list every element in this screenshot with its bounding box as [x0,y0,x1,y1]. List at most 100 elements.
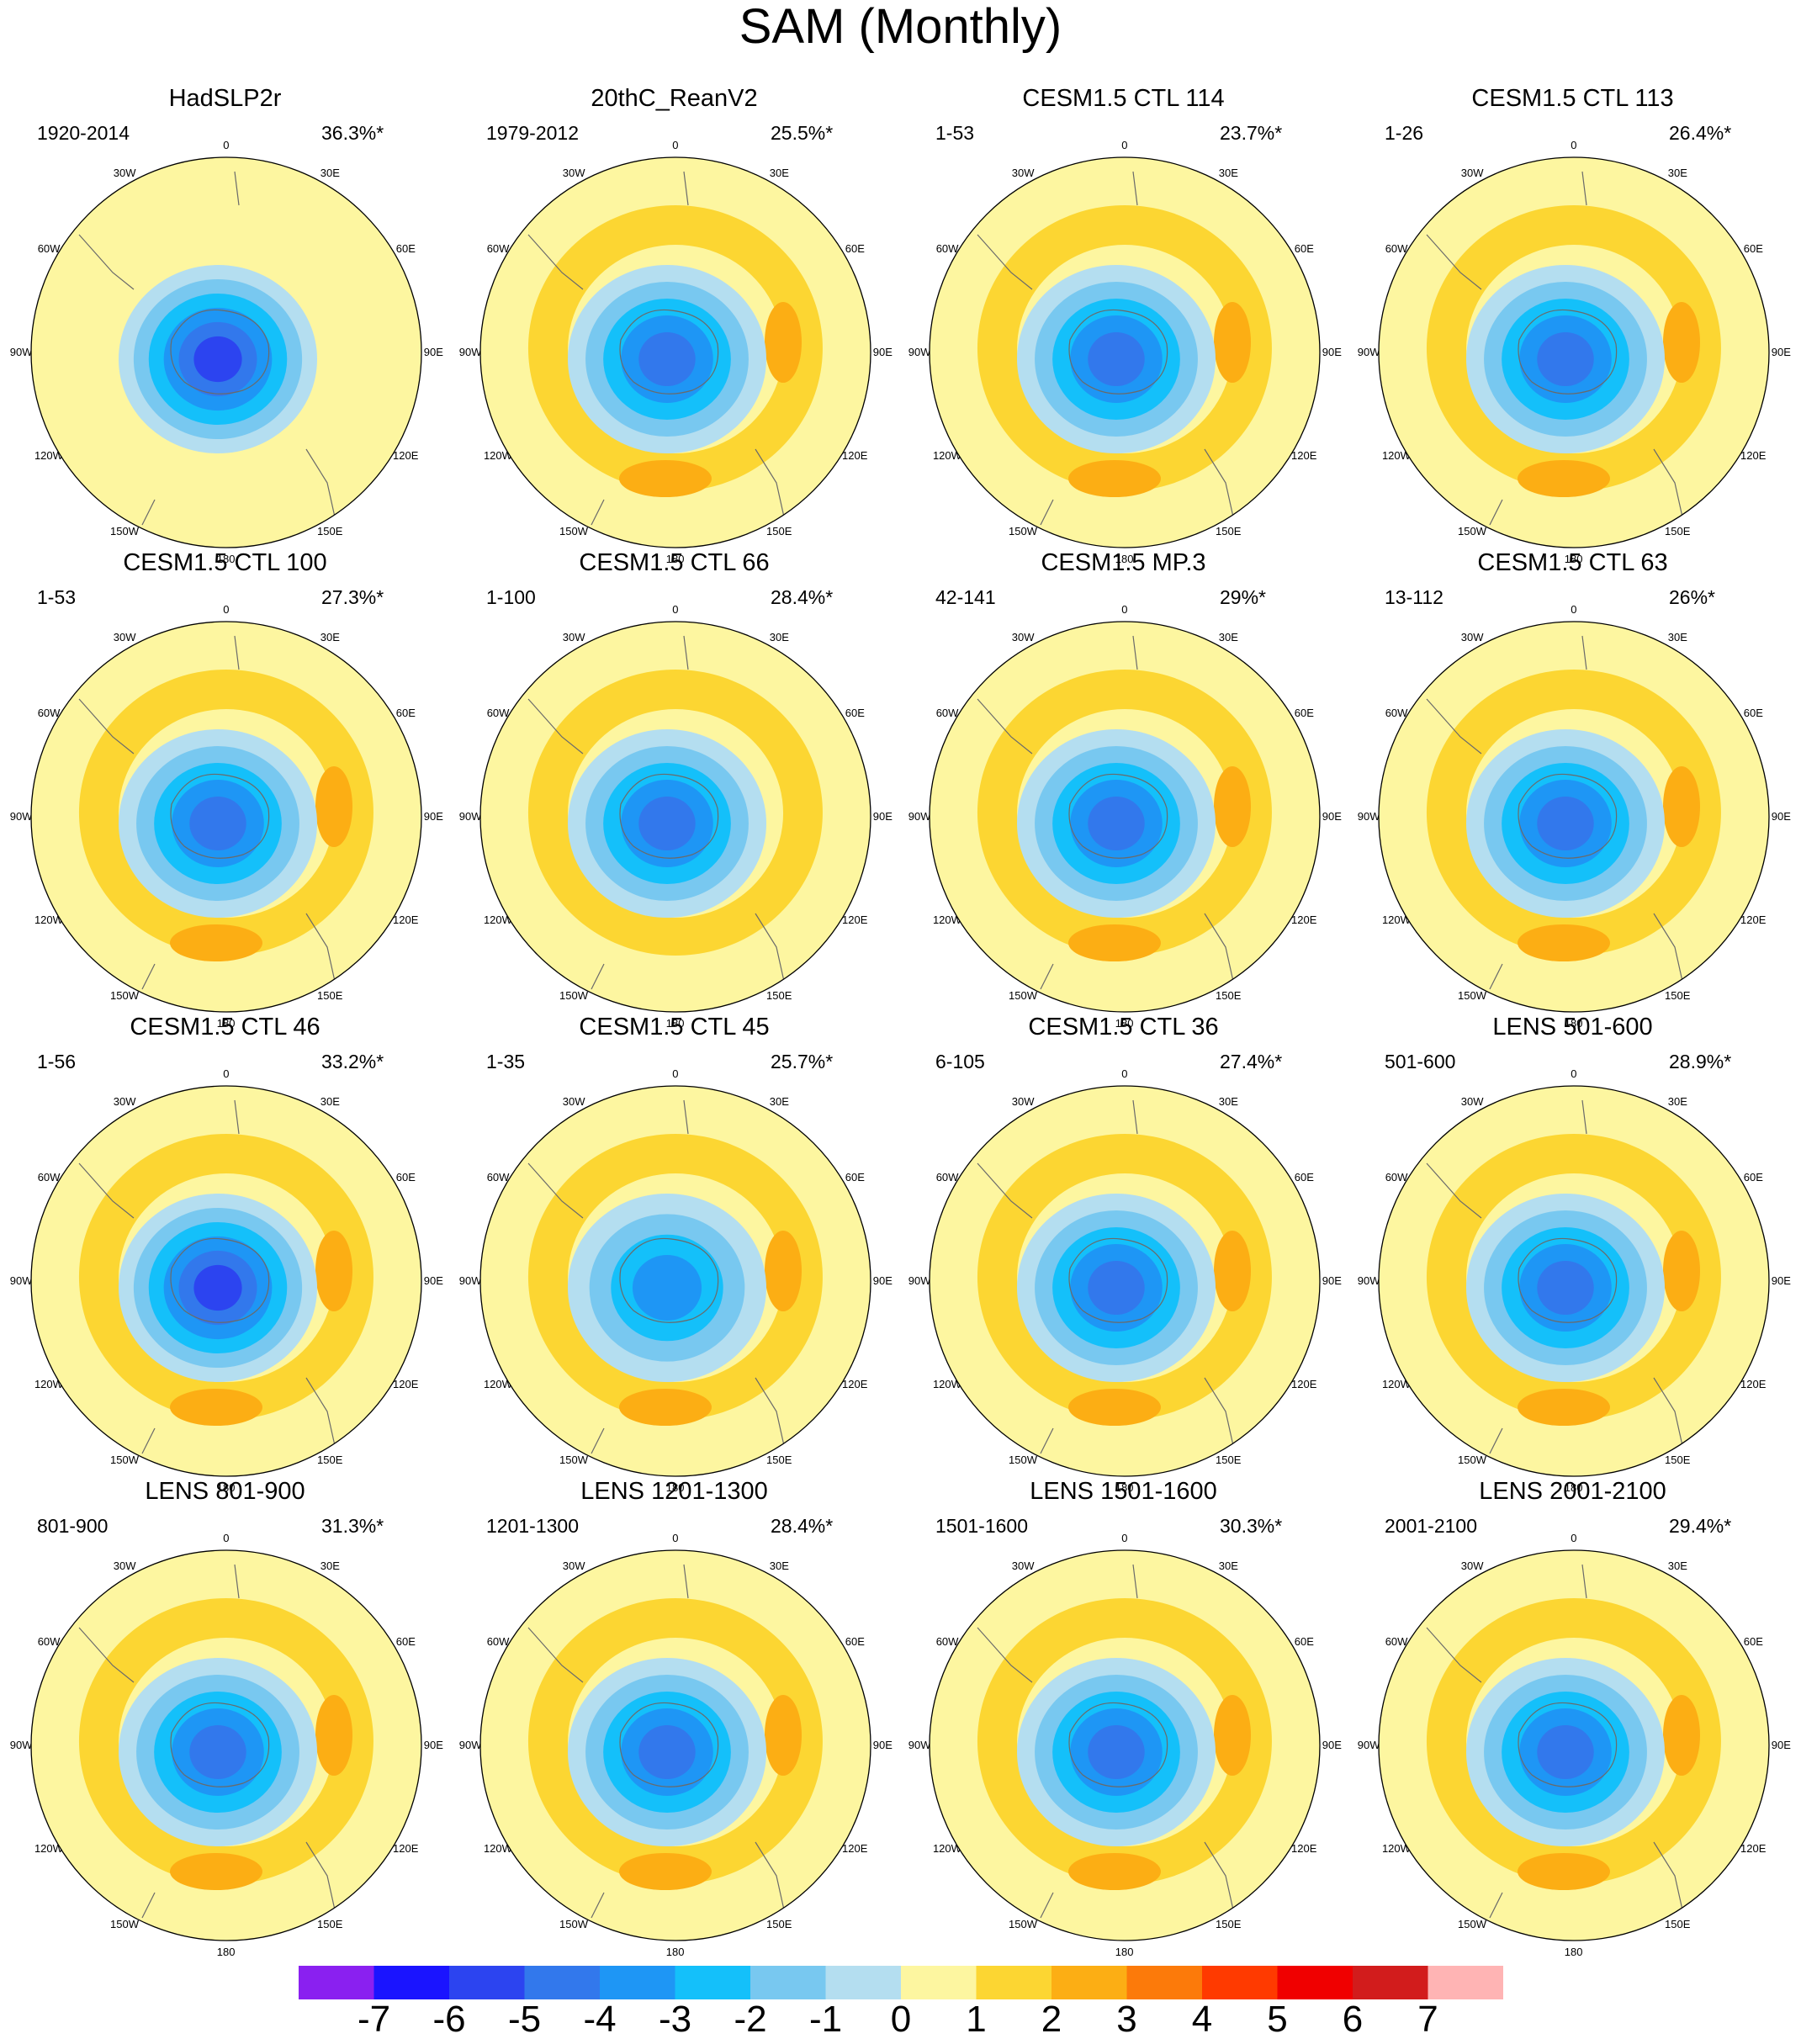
longitude-label: 90W [908,810,931,823]
longitude-label: 0 [672,603,679,616]
longitude-label: 90E [872,1739,893,1751]
longitude-label: 150E [1216,1454,1242,1467]
colorbar-tick-label: -1 [808,1999,843,2040]
longitude-label: 150E [1216,989,1242,1003]
panel-title: CESM1.5 CTL 114 [1022,85,1225,112]
longitude-label: 30W [562,1559,585,1572]
map-border [30,156,422,548]
polar-map [479,621,871,1013]
panel-title: LENS 801-900 [145,1478,305,1505]
longitude-label: 120E [1291,913,1317,926]
longitude-label: 120E [1291,1842,1317,1855]
longitude-label: 150E [1216,525,1242,538]
map-border [479,1085,871,1477]
longitude-label: 90E [1322,346,1342,358]
polar-map [929,1085,1321,1477]
longitude-label: 120W [483,913,512,926]
colorbar-swatch [1126,1966,1202,1999]
longitude-label: 150E [317,1454,343,1467]
longitude-label: 120E [1291,449,1317,462]
map-border [30,1085,422,1477]
colorbar-tick-label: 3 [1116,1999,1137,2040]
positive-anomaly-core [1068,1853,1161,1890]
longitude-label: 30W [1011,630,1035,643]
longitude-label: 150W [110,989,139,1003]
map-panel: LENS 801-900 801-900 31.3%* 0 30E 60E 90E 120E 1… [0,1445,450,1958]
panel-variance: 23.7%* [1220,122,1283,144]
panel-title: CESM1.5 CTL 36 [1028,1014,1219,1041]
longitude-label: 150E [317,1918,343,1931]
longitude-label: 0 [1571,1532,1577,1544]
longitude-label: 150W [559,1918,588,1931]
colorbar-tick-label: 4 [1191,1999,1213,2040]
positive-anomaly-core [1068,460,1161,497]
longitude-label: 60E [1743,242,1763,255]
longitude-label: 60E [845,707,865,719]
panel-variance: 25.7%* [771,1051,834,1072]
panel-title: LENS 1501-1600 [1030,1478,1217,1505]
longitude-label: 0 [672,1532,679,1544]
panel-years: 801-900 [37,1515,109,1537]
longitude-label: 30E [1667,1559,1687,1572]
positive-anomaly-core [619,1389,712,1426]
longitude-label: 60E [1743,707,1763,719]
map-panel: CESM1.5 CTL 46 1-56 33.2%* 0 30E 60E 90E 120E 15… [0,981,450,1494]
longitude-label: 120W [483,1378,512,1390]
positive-anomaly-core [1518,924,1610,961]
longitude-label: 150W [1458,1454,1486,1467]
longitude-label: 60W [486,242,510,255]
longitude-label: 30E [1218,1559,1238,1572]
panel-title: HadSLP2r [168,85,282,112]
colorbar-tick-label: -5 [507,1999,542,2040]
longitude-label: 60E [845,1635,865,1648]
longitude-label: 30W [1460,1094,1484,1108]
longitude-label: 120E [1740,449,1767,462]
coastline [977,1099,1235,1454]
longitude-label: 60W [37,707,61,719]
panel-variance: 28.9%* [1669,1051,1732,1072]
longitude-label: 30W [562,630,585,643]
longitude-label: 90E [1322,1274,1342,1287]
colorbar-swatch [976,1966,1051,1999]
coastline [527,1099,786,1454]
longitude-label: 150W [1009,1454,1037,1467]
coastline [78,1099,336,1454]
positive-anomaly-core [1663,1231,1700,1311]
longitude-label: 120W [34,449,63,462]
longitude-label: 90W [9,1274,33,1287]
positive-anomaly-core [170,1853,262,1890]
positive-anomaly-core [315,1231,352,1311]
longitude-label: 90W [9,346,33,358]
longitude-label: 120W [1381,1378,1411,1390]
negative-anomaly-band [638,332,696,386]
longitude-label: 60E [395,242,416,255]
positive-anomaly-core [1214,1695,1251,1776]
longitude-label: 150W [110,525,139,538]
longitude-label: 60W [37,1635,61,1648]
positive-anomaly-core [619,460,712,497]
longitude-label: 120E [842,1842,868,1855]
longitude-label: 120W [932,449,961,462]
positive-anomaly-core [1214,766,1251,847]
longitude-label: 120E [1740,1378,1767,1390]
longitude-label: 150W [1009,525,1037,538]
longitude-label: 30E [1667,166,1687,179]
coastline [1426,171,1684,526]
polar-map [1378,156,1770,548]
coastline [1426,1564,1684,1919]
longitude-label: 30W [1011,1094,1035,1108]
panel-variance: 30.3%* [1220,1515,1283,1537]
positive-anomaly-core [1214,1231,1251,1311]
positive-anomaly-core [765,302,802,383]
colorbar-swatch [524,1966,600,1999]
panel-variance: 27.3%* [321,586,384,608]
coastline [977,1564,1235,1919]
negative-anomaly-band [632,1255,702,1321]
longitude-label: 150W [1458,1918,1486,1931]
longitude-label: 120E [393,449,419,462]
map-panel: CESM1.5 CTL 100 1-53 27.3%* 0 30E 60E 90E 120E 1… [0,516,450,1030]
longitude-label: 60W [486,707,510,719]
colorbar-tick-label: 5 [1267,1999,1288,2040]
coastline [527,1564,786,1919]
map-border [1378,156,1770,548]
